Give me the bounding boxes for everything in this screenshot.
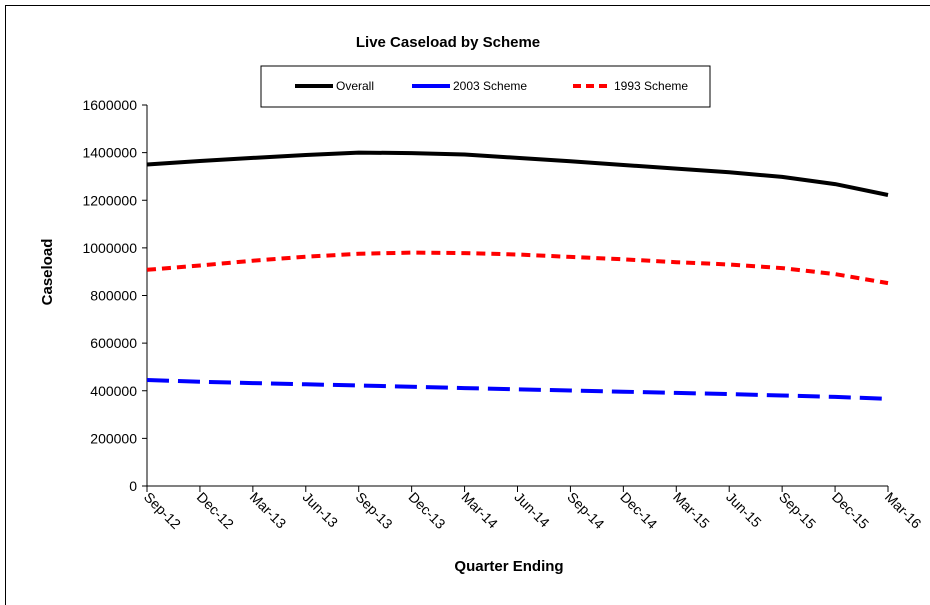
x-tick-label: Jun-14: [511, 489, 553, 531]
x-tick-label: Jun-13: [300, 489, 342, 531]
y-tick-label: 400000: [90, 383, 137, 399]
series-layer: [146, 150, 889, 401]
x-tick-label: Dec-12: [194, 489, 237, 532]
line-chart: Live Caseload by Scheme Overall 2003 Sche…: [39, 34, 925, 574]
x-tick-label: Mar-13: [247, 489, 290, 532]
legend: Overall 2003 Scheme 1993 Scheme: [260, 65, 711, 108]
x-tick-label: Dec-15: [829, 489, 872, 532]
x-axis-title: Quarter Ending: [454, 558, 563, 574]
x-tick-label: Jun-15: [723, 489, 765, 531]
y-tick-label: 200000: [90, 430, 137, 446]
x-tick-label: Dec-13: [406, 489, 449, 532]
legend-label-1993-scheme: 1993 Scheme: [614, 79, 688, 93]
x-tick-label: Mar-16: [882, 489, 925, 532]
series-line-2003-scheme: [146, 378, 889, 401]
x-tick-label: Mar-15: [670, 489, 713, 532]
y-axis-title: Caseload: [39, 239, 56, 306]
y-tick-label: 1600000: [82, 97, 137, 113]
x-tick-label: Sep-13: [353, 489, 396, 532]
y-tick-label: 1200000: [82, 192, 137, 208]
y-tick-label: 800000: [90, 288, 137, 304]
y-tick-label: 0: [129, 478, 137, 494]
legend-box: [260, 65, 711, 108]
legend-label-2003-scheme: 2003 Scheme: [453, 79, 527, 93]
y-tick-label: 1400000: [82, 145, 137, 161]
x-tick-label: Sep-14: [564, 489, 607, 532]
y-tick-label: 600000: [90, 335, 137, 351]
series-line-1993-scheme: [146, 250, 889, 286]
chart-title: Live Caseload by Scheme: [356, 34, 540, 51]
chart-frame: [5, 5, 930, 605]
x-tick-label: Sep-15: [776, 489, 819, 532]
series-line-overall: [146, 150, 889, 197]
legend-label-overall: Overall: [336, 79, 374, 93]
x-tick-label: Sep-12: [141, 489, 184, 532]
y-tick-label: 1000000: [82, 240, 137, 256]
x-tick-label: Dec-14: [617, 489, 660, 532]
x-tick-label: Mar-14: [458, 489, 501, 532]
